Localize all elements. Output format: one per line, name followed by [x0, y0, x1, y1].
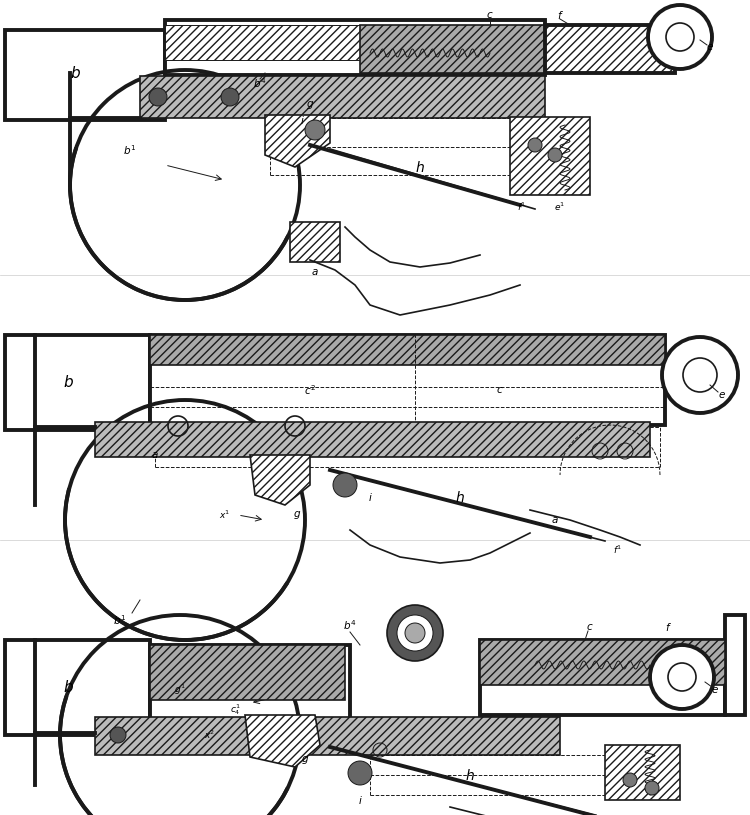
Text: $c$: $c$ [496, 385, 504, 395]
Text: $b$: $b$ [62, 679, 74, 695]
Text: $e$: $e$ [711, 685, 719, 695]
Bar [95, 717, 560, 755]
Bar [165, 20, 545, 75]
Text: $h$: $h$ [455, 490, 465, 504]
Text: $c$: $c$ [486, 10, 494, 20]
Circle shape [397, 615, 433, 651]
Text: $a$: $a$ [152, 450, 159, 460]
Bar [150, 645, 345, 700]
Bar [510, 117, 590, 195]
Bar [290, 222, 340, 262]
Text: $f$: $f$ [556, 9, 563, 21]
Text: $e^1$: $e^1$ [646, 814, 658, 815]
Bar [605, 745, 680, 800]
Text: $x^2$: $x^2$ [204, 729, 216, 741]
Text: $a$: $a$ [551, 515, 559, 525]
Circle shape [648, 5, 712, 69]
Text: $b$: $b$ [62, 374, 74, 390]
Bar [150, 335, 665, 365]
Text: $c^1_4$: $c^1_4$ [230, 703, 241, 717]
Text: $e$: $e$ [706, 42, 714, 52]
Circle shape [405, 623, 425, 643]
Text: $i$: $i$ [368, 491, 373, 503]
Bar [545, 25, 675, 73]
Text: $c^2$: $c^2$ [304, 383, 316, 397]
Bar [480, 640, 725, 685]
Circle shape [110, 727, 126, 743]
Text: $b$: $b$ [70, 65, 80, 81]
Text: $g$: $g$ [301, 754, 309, 766]
Circle shape [149, 88, 167, 106]
Text: $b^4$: $b^4$ [344, 618, 357, 632]
Bar [5, 30, 165, 120]
Bar [150, 645, 350, 733]
Text: $b^1$: $b^1$ [123, 143, 136, 157]
Bar [5, 335, 150, 430]
Circle shape [645, 781, 659, 795]
Bar [360, 25, 545, 73]
Bar [725, 615, 745, 715]
Text: $g$: $g$ [306, 99, 314, 111]
Text: $e$: $e$ [718, 390, 726, 400]
Text: $c$: $c$ [586, 622, 594, 632]
Text: $f^1$: $f^1$ [518, 200, 526, 214]
Circle shape [305, 120, 325, 140]
Bar [165, 25, 360, 60]
Text: $b^4$: $b^4$ [254, 76, 267, 90]
Circle shape [650, 645, 714, 709]
Circle shape [528, 138, 542, 152]
Text: $f^1$: $f^1$ [614, 544, 622, 556]
Circle shape [662, 337, 738, 413]
Text: $i$: $i$ [358, 794, 362, 806]
Bar [480, 640, 725, 715]
Circle shape [623, 773, 637, 787]
Text: $e^1$: $e^1$ [554, 200, 566, 214]
Text: $h$: $h$ [415, 160, 425, 174]
Text: $g^1$: $g^1$ [174, 683, 186, 697]
Text: $g$: $g$ [293, 509, 301, 521]
Circle shape [348, 761, 372, 785]
Text: $h$: $h$ [465, 768, 475, 782]
Bar [150, 335, 665, 425]
Polygon shape [250, 455, 310, 505]
Bar [95, 422, 650, 457]
Text: $i$: $i$ [299, 114, 304, 126]
Text: $f$: $f$ [664, 621, 671, 633]
Text: $x^1$: $x^1$ [219, 509, 231, 522]
Circle shape [221, 88, 239, 106]
Polygon shape [265, 115, 330, 167]
Text: $f^1$: $f^1$ [608, 814, 616, 815]
Text: $b^1$: $b^1$ [113, 613, 127, 627]
Bar [5, 640, 150, 735]
Bar [140, 76, 545, 118]
Circle shape [387, 605, 443, 661]
Circle shape [333, 473, 357, 497]
Polygon shape [245, 715, 320, 767]
Text: $a$: $a$ [311, 267, 319, 277]
Circle shape [548, 148, 562, 162]
